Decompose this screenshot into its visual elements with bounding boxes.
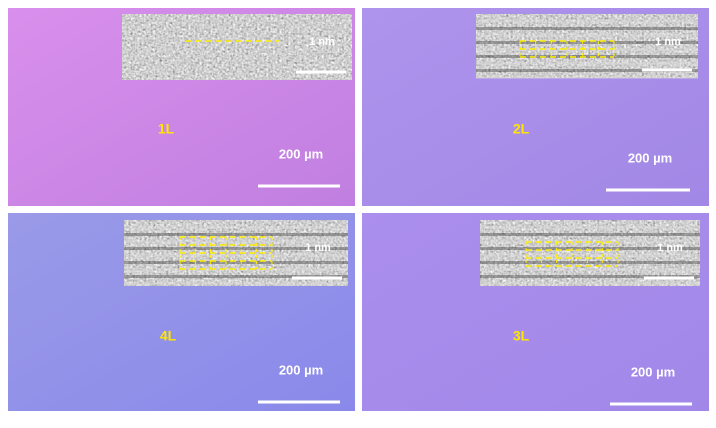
inset-scale-label: 1 nm — [309, 36, 335, 48]
lattice-fringe — [480, 247, 700, 250]
lattice-fringe — [476, 69, 698, 72]
lattice-fringe — [124, 282, 348, 285]
layer-label: 4L — [160, 328, 177, 344]
lattice-fringe — [480, 226, 700, 229]
scale-label: 200 µm — [631, 364, 675, 379]
scale-label: 200 µm — [279, 362, 323, 377]
tem-inset: 1 nm — [476, 14, 698, 79]
tem-inset: 1 nm — [124, 220, 348, 286]
lattice-fringe — [480, 282, 700, 285]
panel: 1 nm 1L 200 µm — [8, 8, 355, 206]
lattice-fringe — [476, 34, 698, 37]
lattice-fringe — [480, 233, 700, 236]
lattice-fringe — [476, 48, 698, 51]
lattice-fringe — [480, 254, 700, 257]
panel: 1 nm 4L 200 µm — [8, 213, 355, 411]
layer-label: 2L — [513, 121, 530, 137]
inset-scale-label: 1 nm — [305, 242, 331, 254]
lattice-fringe — [124, 247, 348, 250]
lattice-fringe — [476, 76, 698, 79]
inset-image — [476, 14, 698, 78]
layer-label: 1L — [158, 121, 175, 137]
lattice-fringe — [124, 275, 348, 278]
inset-image — [480, 220, 700, 286]
lattice-fringe — [124, 261, 348, 264]
tem-inset: 1 nm — [122, 14, 352, 80]
inset-image — [122, 14, 352, 80]
lattice-fringe — [124, 226, 348, 229]
inset-scale-label: 1 nm — [655, 36, 681, 48]
scale-label: 200 µm — [279, 146, 323, 161]
layer-label: 3L — [513, 328, 530, 344]
lattice-fringe — [480, 268, 700, 271]
lattice-fringe — [476, 55, 698, 58]
tem-inset: 1 nm — [480, 220, 700, 286]
panel: 1 nm 2L 200 µm — [362, 8, 709, 206]
panel: 1 nm 3L 200 µm — [362, 213, 709, 411]
lattice-fringe — [476, 62, 698, 65]
lattice-fringe — [124, 233, 348, 236]
lattice-fringe — [124, 254, 348, 257]
lattice-fringe — [124, 240, 348, 243]
lattice-fringe — [476, 27, 698, 30]
lattice-fringe — [476, 20, 698, 23]
lattice-fringe — [480, 261, 700, 264]
scale-label: 200 µm — [628, 150, 672, 165]
inset-scale-label: 1 nm — [657, 242, 683, 254]
lattice-fringe — [480, 275, 700, 278]
lattice-fringe — [476, 41, 698, 44]
